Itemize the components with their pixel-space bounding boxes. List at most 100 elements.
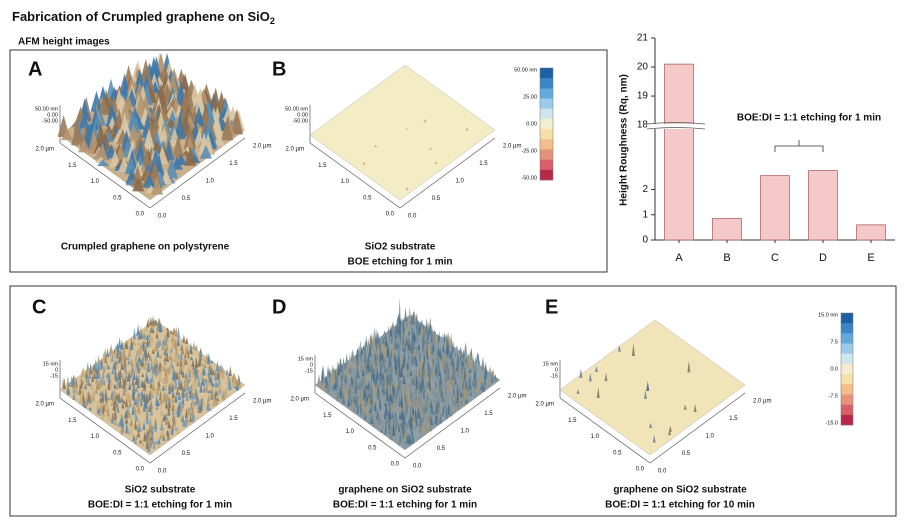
afm-peak bbox=[576, 388, 580, 394]
afm-z-label: 15 nm bbox=[543, 361, 559, 367]
afm-peak bbox=[339, 357, 343, 373]
afm-z-label: 0 bbox=[310, 362, 313, 368]
afm-peak bbox=[100, 394, 105, 404]
afm-peak bbox=[158, 370, 162, 382]
color-scale-label: -25.00 bbox=[521, 148, 537, 154]
afm-peak bbox=[594, 365, 598, 373]
afm-z-label: 15 nm bbox=[43, 361, 59, 367]
afm-peak bbox=[434, 374, 438, 381]
afm-x-label: 1.0 bbox=[206, 434, 215, 440]
afm-peak bbox=[117, 421, 121, 427]
afm-peak bbox=[157, 437, 161, 445]
afm-peak bbox=[453, 368, 457, 384]
afm-peak bbox=[114, 375, 118, 382]
afm-peak bbox=[125, 408, 129, 419]
color-scale-label: 25.00 bbox=[523, 94, 537, 100]
afm-peak bbox=[398, 412, 402, 419]
afm-y-label: 1.0 bbox=[346, 429, 355, 435]
afm-peak bbox=[95, 370, 99, 379]
afm-peak bbox=[418, 347, 422, 363]
afm-y-label: 0.0 bbox=[391, 462, 400, 468]
afm-y-label: 1.5 bbox=[68, 418, 77, 424]
afm-peak bbox=[375, 395, 379, 404]
afm-x-label: 1.5 bbox=[479, 161, 488, 167]
afm-x-label: 0.5 bbox=[432, 196, 441, 202]
afm-peak bbox=[435, 379, 439, 395]
afm-peak bbox=[360, 409, 364, 416]
afm-peak bbox=[365, 374, 369, 385]
afm-z-label: -15 bbox=[50, 373, 58, 379]
afm-peak bbox=[205, 381, 209, 393]
afm-x-label: 0.5 bbox=[682, 451, 691, 457]
afm-peak bbox=[452, 383, 456, 398]
afm-peak bbox=[97, 379, 101, 390]
afm-peak bbox=[398, 297, 402, 343]
afm-peak bbox=[373, 401, 377, 412]
afm-peak bbox=[395, 368, 399, 384]
afm-peak bbox=[494, 374, 498, 382]
afm-y-label: 1.5 bbox=[318, 163, 327, 169]
afm-peak bbox=[389, 361, 393, 372]
afm-peak bbox=[488, 365, 492, 374]
afm-peak bbox=[478, 373, 482, 384]
afm-peak bbox=[446, 365, 450, 380]
afm-peak bbox=[210, 394, 214, 400]
afm-peak bbox=[210, 360, 214, 364]
afm-peak bbox=[185, 336, 189, 344]
afm-peak bbox=[175, 426, 179, 431]
afm-peak bbox=[179, 351, 183, 360]
afm-peak bbox=[588, 372, 592, 382]
afm-peak bbox=[192, 341, 196, 350]
afm-peak bbox=[337, 363, 341, 376]
afm-peak bbox=[113, 384, 117, 390]
afm-peak bbox=[391, 356, 395, 367]
afm-peak bbox=[432, 380, 436, 391]
afm-peak bbox=[329, 379, 333, 394]
afm-peak bbox=[121, 402, 125, 409]
panel-note: BOE:DI = 1:1 etching for 1 min bbox=[333, 500, 477, 511]
afm-peak bbox=[106, 407, 110, 417]
afm-peak bbox=[187, 384, 191, 394]
afm-peak bbox=[174, 370, 178, 380]
afm-peak bbox=[165, 340, 169, 352]
afm-peak bbox=[154, 387, 158, 391]
afm-peak bbox=[99, 376, 103, 388]
afm-peak bbox=[134, 434, 138, 441]
afm-peak bbox=[420, 343, 424, 357]
afm-x-label: 0.0 bbox=[658, 469, 667, 475]
afm-z-label: 0 bbox=[55, 367, 58, 373]
afm-peak bbox=[439, 411, 443, 424]
afm-peak bbox=[404, 420, 408, 431]
afm-peak bbox=[362, 389, 366, 401]
afm-peak bbox=[206, 374, 210, 386]
afm-peak bbox=[105, 359, 109, 370]
afm-peak bbox=[683, 404, 687, 410]
afm-x-label: 2.0 µm bbox=[253, 144, 271, 150]
afm-peak bbox=[177, 372, 182, 385]
afm-peak bbox=[444, 359, 448, 374]
afm-peak bbox=[154, 439, 158, 445]
afm-peak bbox=[139, 94, 152, 119]
afm-peak bbox=[141, 438, 145, 447]
afm-peak bbox=[347, 370, 351, 380]
afm-peak bbox=[155, 374, 159, 379]
afm-peak bbox=[124, 398, 129, 408]
afm-peak bbox=[213, 396, 217, 407]
afm-peak bbox=[631, 342, 635, 357]
afm-peak bbox=[125, 339, 129, 350]
afm-peak bbox=[184, 123, 197, 148]
afm-peak bbox=[410, 417, 414, 431]
afm-peak bbox=[464, 345, 468, 361]
afm-peak bbox=[169, 378, 173, 388]
afm-peak bbox=[421, 398, 425, 413]
afm-peak bbox=[404, 407, 408, 420]
afm-peak bbox=[159, 355, 163, 359]
afm-peak bbox=[379, 418, 383, 432]
bar bbox=[760, 175, 790, 241]
afm-z-label: -50.00 bbox=[292, 118, 308, 124]
afm-peak bbox=[446, 378, 450, 392]
afm-peak bbox=[386, 386, 390, 401]
afm-peak bbox=[327, 380, 331, 393]
afm-peak bbox=[386, 342, 390, 355]
afm-peak bbox=[108, 346, 112, 356]
